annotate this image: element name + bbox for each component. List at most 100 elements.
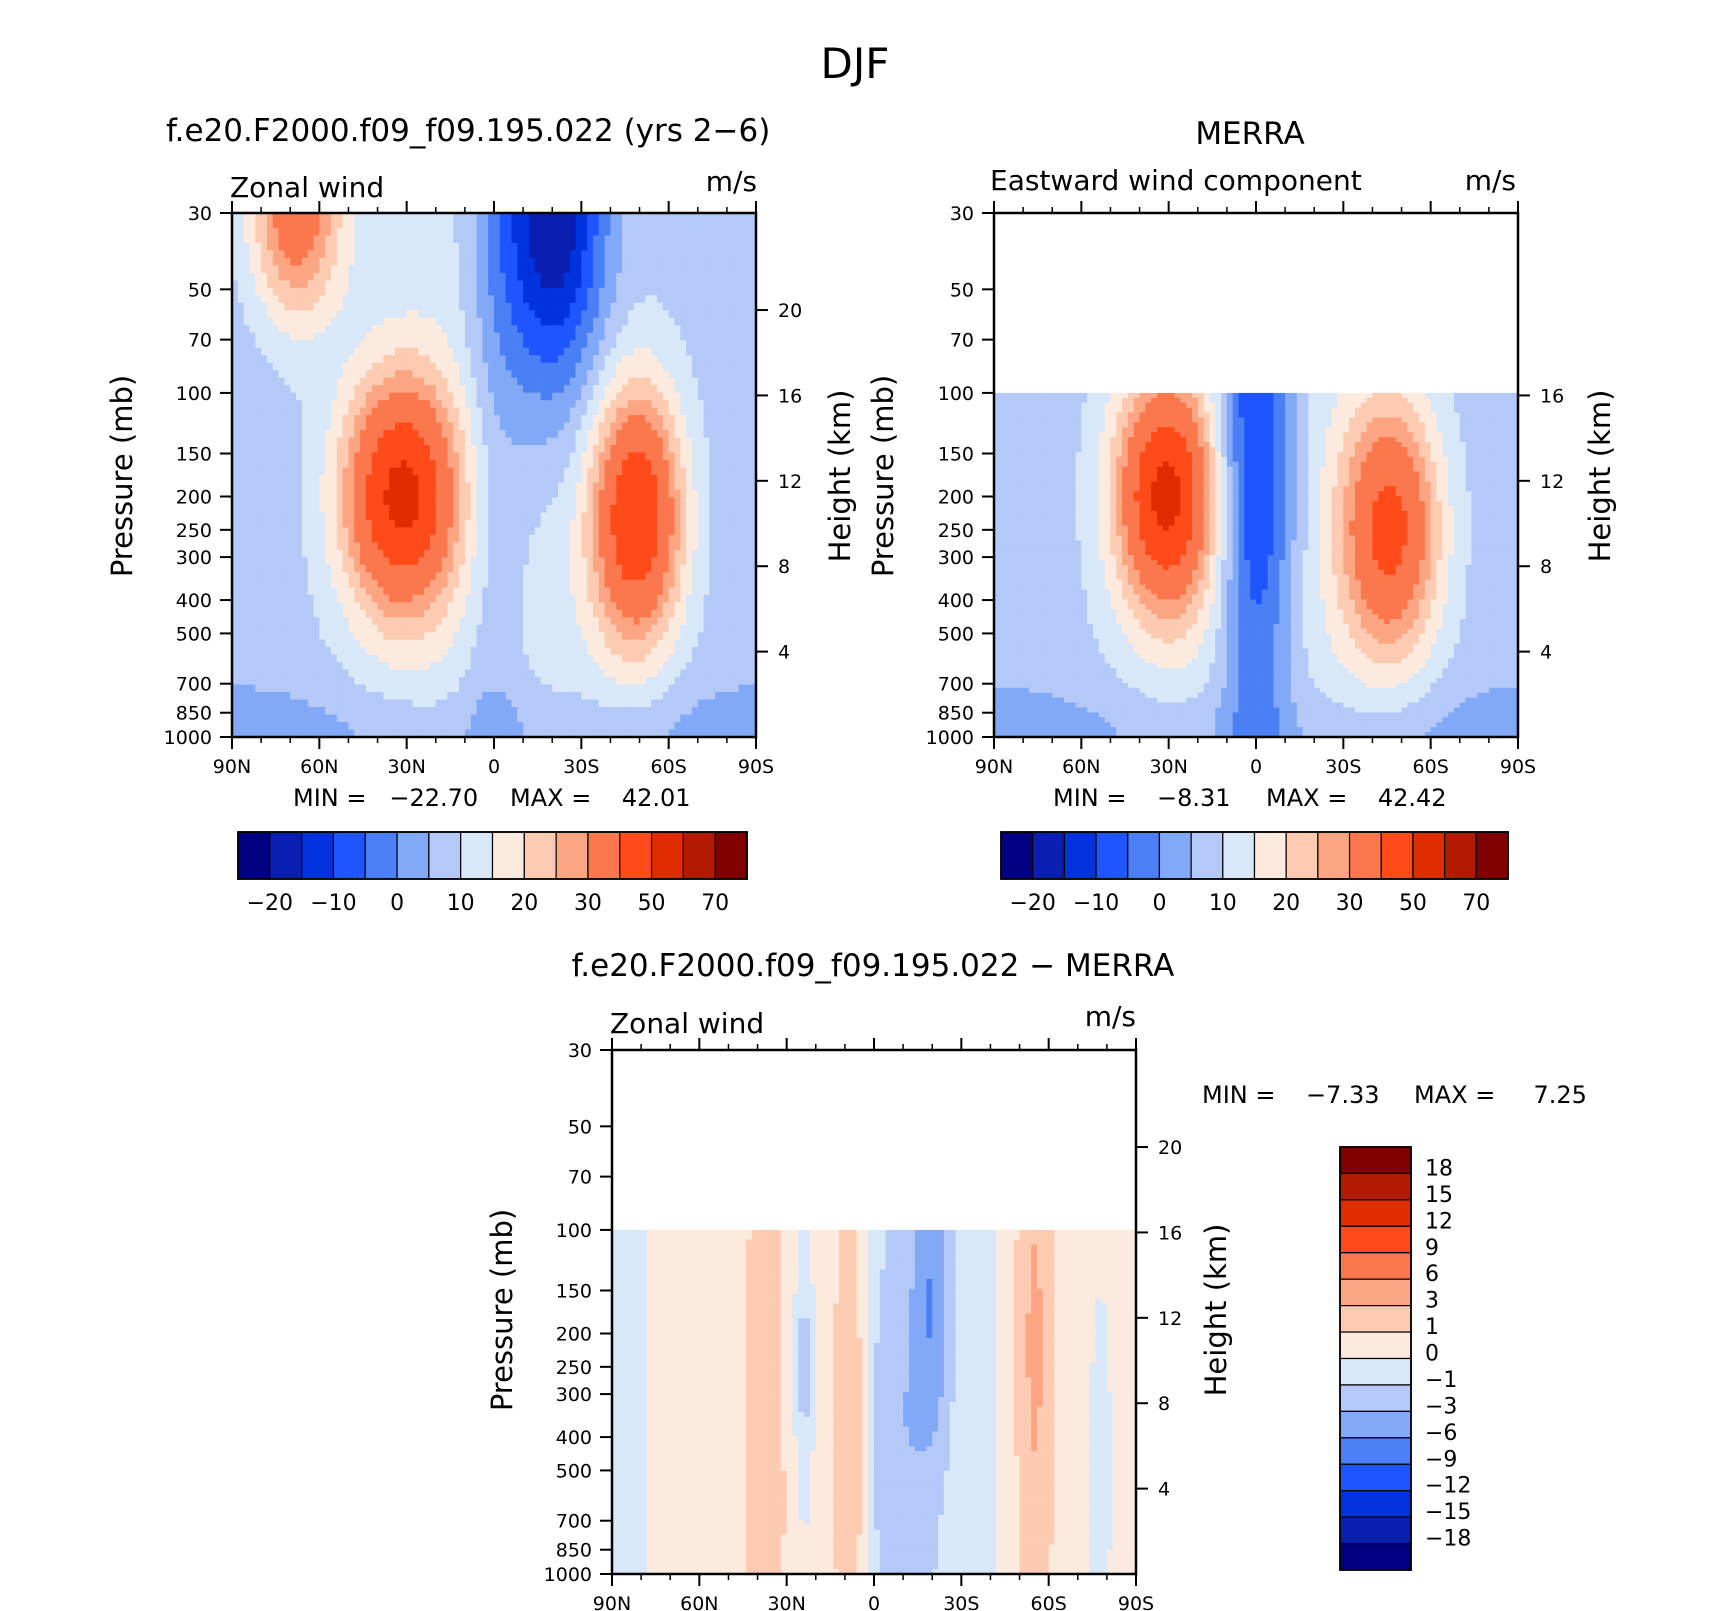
field-cell <box>389 227 396 237</box>
field-cell <box>278 445 285 454</box>
field-cell <box>715 609 722 618</box>
field-cell <box>272 370 280 379</box>
field-cell <box>313 347 320 356</box>
field-cell <box>365 624 373 633</box>
field-cell <box>657 220 664 229</box>
field-cell <box>511 564 518 573</box>
field-cell <box>348 302 355 311</box>
field-cell <box>616 482 623 491</box>
field-cell <box>476 512 483 521</box>
field-cell <box>534 504 542 514</box>
field-cell <box>697 437 705 446</box>
field-cell <box>750 564 757 573</box>
field-cell <box>633 347 641 356</box>
field-cell <box>418 242 425 252</box>
field-cell <box>301 370 309 379</box>
field-cell <box>307 265 315 274</box>
field-cell <box>721 340 728 349</box>
field-cell <box>645 370 652 379</box>
field-cell <box>616 602 623 611</box>
field-cell <box>278 235 285 244</box>
field-cell <box>272 213 280 222</box>
field-cell <box>365 370 373 379</box>
field-cell <box>523 482 530 491</box>
field-cell <box>418 400 425 409</box>
field-cell <box>494 220 501 229</box>
field-cell <box>633 579 641 588</box>
field-cell <box>494 325 501 334</box>
field-cell <box>342 579 350 588</box>
field-cell <box>412 407 419 416</box>
field-cell <box>284 340 291 349</box>
field-cell <box>726 317 734 326</box>
field-cell <box>284 257 291 266</box>
field-cell <box>494 400 501 409</box>
field-cell <box>674 257 681 266</box>
field-cell <box>266 265 274 274</box>
field-cell <box>476 280 483 289</box>
field-cell <box>528 594 536 603</box>
field-cell <box>622 482 629 491</box>
field-cell <box>330 549 338 558</box>
field-cell <box>616 280 623 289</box>
field-cell <box>354 512 361 521</box>
field-cell <box>383 609 390 618</box>
field-cell <box>488 400 495 409</box>
field-cell <box>691 332 699 341</box>
field-cell <box>505 415 513 424</box>
field-cell <box>639 265 646 274</box>
field-cell <box>604 467 612 476</box>
field-cell <box>459 265 466 274</box>
field-cell <box>249 332 256 341</box>
field-cell <box>441 400 449 409</box>
field-cell <box>284 452 291 461</box>
field-cell <box>546 617 553 626</box>
field-cell <box>365 415 373 424</box>
field-cell <box>674 392 681 401</box>
field-cell <box>429 385 437 394</box>
obs-max-text: MAX = 42.42 <box>1266 784 1447 812</box>
field-cell <box>651 549 658 558</box>
field-cell <box>278 557 285 566</box>
field-cell <box>389 430 396 439</box>
field-cell <box>505 235 513 244</box>
field-cell <box>505 325 513 334</box>
field-cell <box>447 227 454 237</box>
field-cell <box>360 242 367 252</box>
field-cell <box>301 220 309 229</box>
field-cell <box>313 534 320 543</box>
field-cell <box>284 460 291 469</box>
field-cell <box>569 227 577 237</box>
field-cell <box>622 213 629 222</box>
field-cell <box>406 227 414 237</box>
field-cell <box>680 250 687 259</box>
field-cell <box>342 325 350 334</box>
field-cell <box>622 272 629 281</box>
field-cell <box>592 325 600 334</box>
field-cell <box>482 407 489 416</box>
field-cell <box>278 250 285 259</box>
field-cell <box>255 482 262 491</box>
field-cell <box>395 542 402 551</box>
field-cell <box>266 220 274 229</box>
field-cell <box>482 385 489 394</box>
field-cell <box>662 489 670 499</box>
field-cell <box>249 579 256 588</box>
field-cell <box>272 579 280 588</box>
field-cell <box>546 355 553 364</box>
field-cell <box>325 392 332 401</box>
field-cell <box>354 549 361 558</box>
field-cell <box>616 400 623 409</box>
field-cell <box>243 235 251 244</box>
field-cell <box>750 257 757 266</box>
field-cell <box>266 317 274 326</box>
field-cell <box>330 579 338 588</box>
field-cell <box>662 257 670 266</box>
field-cell <box>470 549 478 558</box>
field-cell <box>389 332 396 341</box>
field-cell <box>709 437 716 446</box>
field-cell <box>610 542 617 551</box>
field-cell <box>633 317 641 326</box>
field-cell <box>662 475 670 484</box>
field-cell <box>499 579 507 588</box>
